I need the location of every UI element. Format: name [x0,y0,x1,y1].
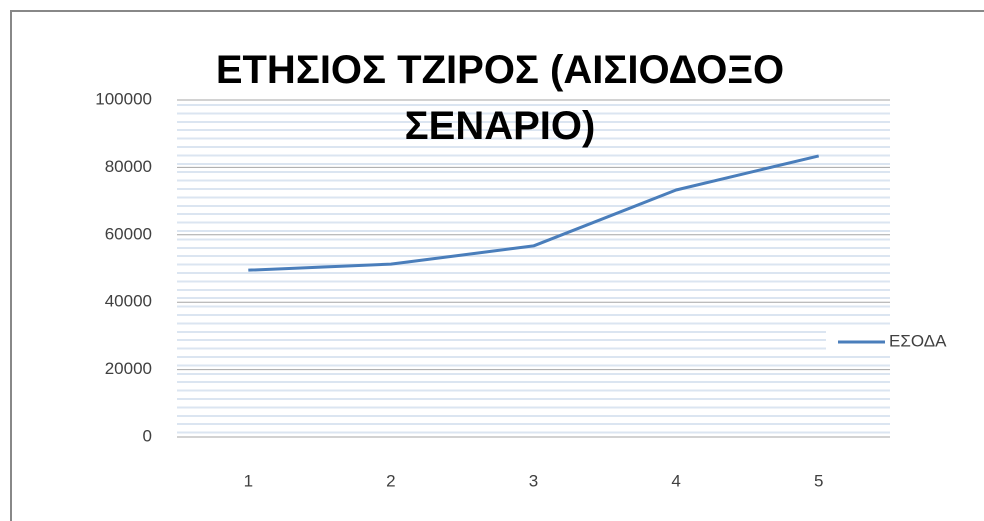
x-tick-label: 2 [386,471,395,490]
y-tick-label: 0 [143,426,152,445]
chart-title: ΕΤΗΣΙΟΣ ΤΖΙΡΟΣ (ΑΙΣΙΟΔΟΞΟ ΣΕΝΑΡΙΟ) [215,48,785,148]
y-tick-label: 20000 [105,359,152,378]
x-tick-label: 4 [671,471,680,490]
chart-frame [10,10,984,521]
x-tick-label: 1 [244,471,253,490]
data-line [248,154,820,272]
legend-label: ΕΣΟΔΑ [889,331,947,350]
y-tick-label: 40000 [105,292,152,311]
y-tick-label: 60000 [105,224,152,243]
x-tick-label: 3 [529,471,538,490]
y-tick-label: 100000 [95,89,152,108]
x-tick-label: 5 [814,471,823,490]
y-tick-label: 80000 [105,157,152,176]
